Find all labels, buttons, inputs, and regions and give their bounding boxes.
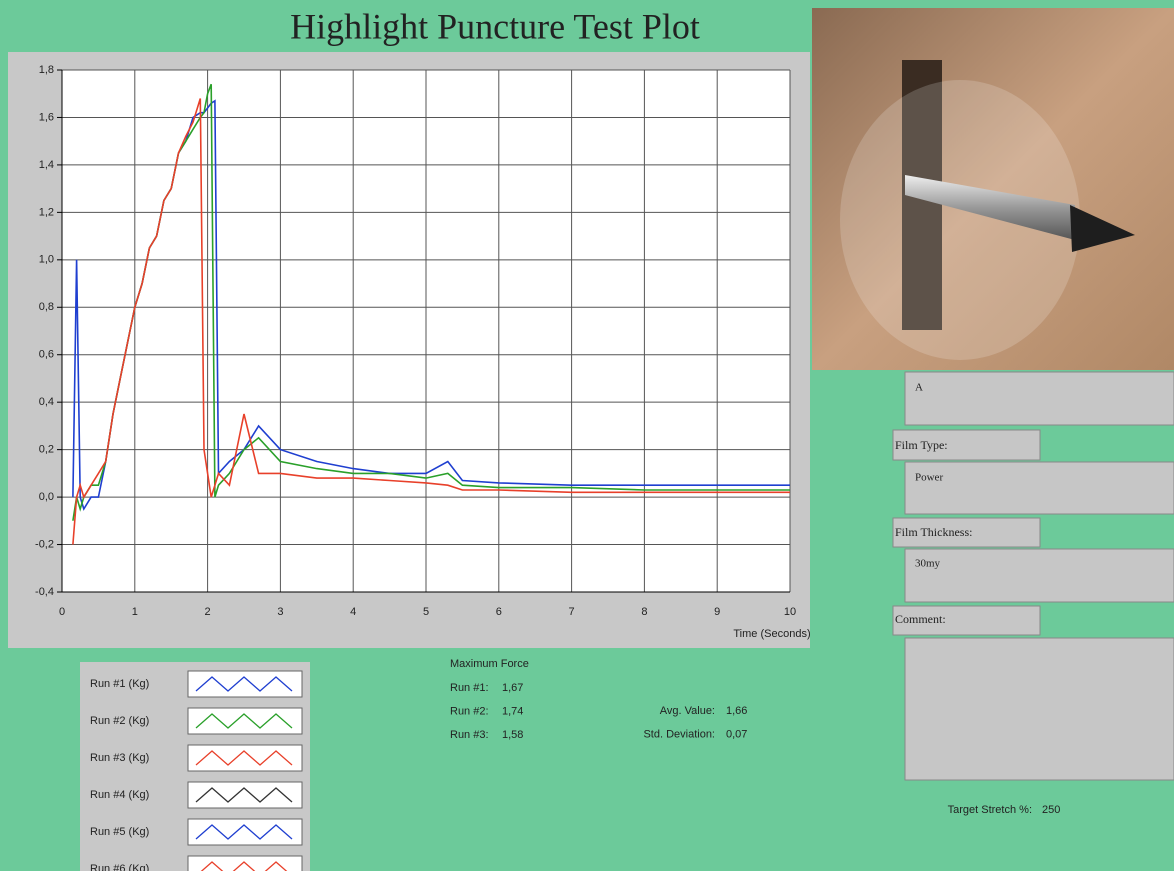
- legend-label: Run #4 (Kg): [90, 789, 149, 801]
- y-tick-label: 0,6: [39, 349, 54, 361]
- legend-swatch: [195, 824, 293, 840]
- label-box: [892, 429, 1041, 461]
- max-force-value: 1,74: [502, 705, 523, 717]
- label-box: [892, 517, 1041, 548]
- legend-swatch-box: [187, 744, 303, 772]
- x-axis-label: Time (Seconds): [733, 628, 810, 640]
- y-tick-label: 1,4: [39, 159, 54, 171]
- name-value: A: [915, 382, 923, 394]
- x-tick-label: 10: [784, 606, 796, 618]
- target-stretch-value: 250: [1042, 804, 1060, 816]
- legend-label: Run #3 (Kg): [90, 752, 149, 764]
- chart-title: Highlight Puncture Test Plot: [290, 6, 700, 46]
- max-force-title: Maximum Force: [450, 658, 529, 670]
- y-tick-label: -0,2: [35, 538, 54, 550]
- legend-label: Run #1 (Kg): [90, 678, 149, 690]
- y-tick-label: 0,2: [39, 444, 54, 456]
- legend-swatch-box: [187, 670, 303, 698]
- y-tick-label: -0,4: [35, 586, 54, 598]
- max-force-label: Run #1:: [450, 682, 489, 694]
- comment-box[interactable]: [904, 637, 1174, 781]
- x-tick-label: 3: [277, 606, 283, 618]
- legend-swatch-box: [187, 781, 303, 809]
- x-tick-label: 4: [350, 606, 356, 618]
- legend-swatch: [195, 676, 293, 692]
- legend-label: Run #5 (Kg): [90, 826, 149, 838]
- film-thickness-box: [904, 548, 1174, 603]
- y-tick-label: 0,0: [39, 491, 54, 503]
- stat-label: Avg. Value:: [660, 705, 715, 717]
- legend-swatch: [195, 750, 293, 766]
- y-tick-label: 0,8: [39, 301, 54, 313]
- y-tick-label: 1,0: [39, 254, 54, 266]
- x-tick-label: 2: [205, 606, 211, 618]
- max-force-value: 1,58: [502, 729, 523, 741]
- stat-value: 1,66: [726, 705, 747, 717]
- film-type-label: Film Type:: [895, 438, 948, 452]
- stat-label: Std. Deviation:: [643, 728, 715, 740]
- x-tick-label: 5: [423, 606, 429, 618]
- max-force-label: Run #2:: [450, 705, 489, 717]
- legend-swatch: [195, 713, 293, 729]
- legend-swatch-box: [187, 707, 303, 735]
- y-tick-label: 0,4: [39, 396, 54, 408]
- max-force-value: 1,67: [502, 682, 523, 694]
- x-tick-label: 8: [641, 606, 647, 618]
- x-tick-label: 6: [496, 606, 502, 618]
- stat-value: 0,07: [726, 728, 747, 740]
- y-tick-label: 1,8: [39, 64, 54, 76]
- y-tick-label: 1,6: [39, 111, 54, 123]
- series-line: [72, 98, 790, 545]
- target-stretch-label: Target Stretch %:: [948, 804, 1032, 816]
- x-tick-label: 0: [59, 606, 65, 618]
- x-tick-label: 9: [714, 606, 720, 618]
- legend-swatch: [195, 787, 293, 803]
- x-tick-label: 7: [569, 606, 575, 618]
- legend-swatch-box: [187, 818, 303, 846]
- legend-swatch: [200, 861, 288, 871]
- name-box: [904, 371, 1174, 426]
- legend-label: Run #6 (Kg): [90, 863, 149, 871]
- film-type-value: Power: [915, 472, 943, 484]
- max-force-label: Run #3:: [450, 729, 489, 741]
- film-thickness-value: 30my: [915, 558, 941, 570]
- legend-label: Run #2 (Kg): [90, 715, 149, 727]
- x-tick-label: 1: [132, 606, 138, 618]
- photo: [812, 8, 1174, 370]
- film-type-box: [904, 461, 1174, 515]
- y-tick-label: 1,2: [39, 206, 54, 218]
- film-thickness-label: Film Thickness:: [895, 525, 972, 539]
- comment-label: Comment:: [895, 612, 946, 626]
- label-box: [892, 605, 1041, 636]
